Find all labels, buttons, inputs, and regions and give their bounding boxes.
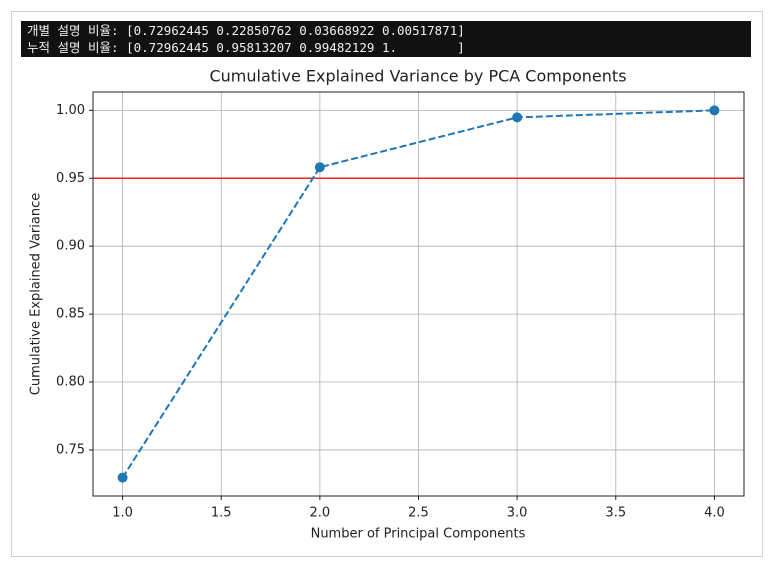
data-point: [512, 112, 523, 123]
x-tick-label: 3.5: [605, 506, 626, 521]
console-line: 누적 설명 비율: [0.72962445 0.95813207 0.99482…: [27, 40, 465, 55]
y-tick-label: 0.85: [56, 307, 85, 322]
y-tick-label: 0.90: [56, 239, 85, 254]
y-tick-label: 1.00: [56, 103, 85, 118]
plot-frame: [92, 91, 745, 497]
x-axis-label: Number of Principal Components: [311, 527, 526, 542]
x-tick-label: 1.5: [211, 506, 232, 521]
x-tick-label: 4.0: [704, 506, 725, 521]
console-output: 개별 설명 비율: [0.72962445 0.22850762 0.03668…: [21, 21, 751, 57]
y-tick-label: 0.95: [56, 171, 85, 186]
series-line: [121, 109, 715, 479]
y-axis-label: Cumulative Explained Variance: [29, 193, 44, 395]
x-tick-label: 2.5: [408, 506, 429, 521]
chart-title: Cumulative Explained Variance by PCA Com…: [209, 67, 626, 86]
y-tick-label: 0.75: [56, 442, 85, 457]
data-point: [117, 472, 128, 483]
x-tick-label: 1.0: [112, 506, 133, 521]
x-tick-label: 3.0: [507, 506, 528, 521]
data-point: [709, 105, 720, 116]
output-frame: [11, 11, 763, 557]
y-tick-label: 0.80: [56, 375, 85, 390]
x-tick-label: 2.0: [310, 506, 331, 521]
data-point: [314, 162, 325, 173]
console-line: 개별 설명 비율: [0.72962445 0.22850762 0.03668…: [27, 23, 465, 38]
